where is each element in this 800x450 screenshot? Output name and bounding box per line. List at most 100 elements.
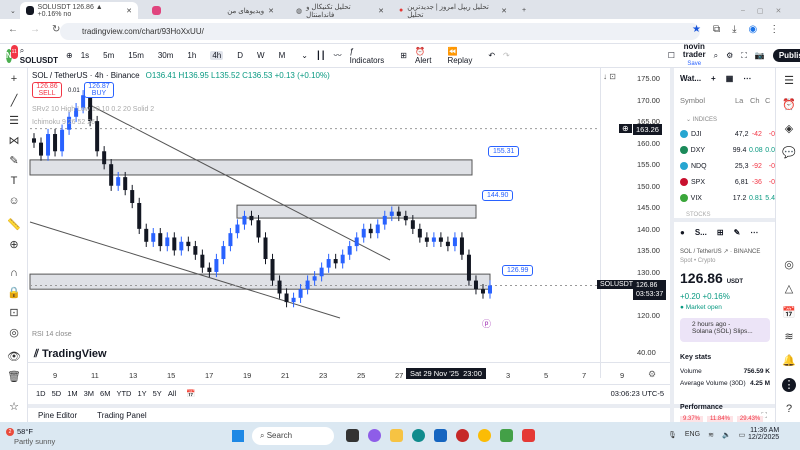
apps-grid-icon[interactable]: ⋮ bbox=[782, 378, 796, 392]
level-label[interactable]: 144.90 bbox=[482, 190, 514, 201]
event-icon[interactable]: ⓟ bbox=[482, 319, 492, 329]
range-YTD[interactable]: YTD bbox=[116, 389, 132, 398]
fullscreen-icon[interactable]: ⛶ bbox=[741, 50, 747, 60]
more-icon[interactable]: ⋯ bbox=[743, 74, 752, 83]
watchlist-row[interactable]: VIX 17.2 0.81 5.4 bbox=[680, 194, 775, 202]
watchlist-title[interactable]: Wat... bbox=[680, 74, 702, 83]
chart-pane[interactable]: SOL / TetherUS · 4h · Binance O136.41 H1… bbox=[28, 68, 600, 362]
window-controls[interactable]: – ▢ ✕ bbox=[735, 2, 787, 19]
alarm-clock-icon[interactable]: ⏰ bbox=[782, 99, 796, 111]
pattern-icon[interactable]: ⋈ bbox=[8, 135, 20, 147]
compare-icon[interactable]: ⊕ bbox=[66, 51, 73, 60]
sell-button[interactable]: 126.86 SELL bbox=[32, 82, 62, 98]
publish-button[interactable]: Publish bbox=[772, 49, 800, 62]
lock-icon[interactable]: ⊡ bbox=[9, 307, 19, 319]
language[interactable]: ENG bbox=[684, 431, 701, 438]
interval-D[interactable]: D bbox=[237, 51, 244, 60]
close-icon[interactable]: ✕ bbox=[378, 7, 384, 15]
indicator-rsi[interactable]: RSI 14 close bbox=[32, 331, 72, 338]
axis-settings-icon[interactable]: ⚙ bbox=[648, 369, 657, 379]
target-icon[interactable]: ◎ bbox=[784, 259, 794, 271]
star-icon[interactable]: ☆ bbox=[9, 401, 19, 413]
camtasia-green-icon[interactable] bbox=[500, 429, 513, 442]
extensions-icon[interactable]: ⧉ bbox=[712, 24, 721, 35]
range-6M[interactable]: 6M bbox=[100, 389, 111, 398]
minimize-icon[interactable]: – bbox=[741, 7, 745, 14]
interval-W[interactable]: W bbox=[257, 51, 265, 60]
col-last[interactable]: La bbox=[735, 96, 744, 105]
edit-icon[interactable]: ✎ bbox=[733, 228, 741, 237]
url-input[interactable]: tradingview.com/chart/93HoXxUU/ bbox=[60, 23, 700, 40]
interval-15m[interactable]: 15m bbox=[128, 51, 144, 60]
emoji-icon[interactable]: ☺ bbox=[8, 195, 20, 207]
tab-app[interactable] bbox=[146, 2, 167, 19]
file-explorer-icon[interactable] bbox=[390, 429, 403, 442]
settings-icon[interactable]: ⚙ bbox=[726, 51, 734, 60]
interval-M[interactable]: M bbox=[278, 51, 286, 60]
replay-button[interactable]: ⏪ Replay bbox=[447, 47, 480, 65]
section-indices[interactable]: ⌄ INDICES bbox=[686, 117, 718, 123]
more-icon[interactable]: ⋯ bbox=[750, 228, 759, 237]
interval-4h[interactable]: 4h bbox=[210, 51, 224, 60]
news-card[interactable]: 2 hours ago - Solana (SOL) Slips... bbox=[680, 318, 770, 342]
crosshair-icon[interactable]: + bbox=[10, 73, 18, 85]
notifications-icon[interactable]: 🔔 bbox=[782, 355, 796, 367]
watchlist-icon[interactable]: ☰ bbox=[784, 75, 794, 87]
templates-icon[interactable]: ⊞ bbox=[400, 51, 407, 60]
range-5D[interactable]: 5D bbox=[51, 389, 62, 398]
text-icon[interactable]: T bbox=[10, 175, 18, 187]
tab-tradingview[interactable]: SOLUSDT 126.86 ▲ +0.16% no ✕ bbox=[20, 2, 138, 19]
goto-date-icon[interactable]: 📅 bbox=[186, 389, 196, 398]
edge-icon[interactable] bbox=[412, 429, 425, 442]
watchlist-row[interactable]: NDQ 25,3 -92 -0 bbox=[680, 162, 775, 170]
col-change[interactable]: Ch bbox=[750, 96, 760, 105]
maximize-icon[interactable]: ▢ bbox=[756, 7, 764, 15]
tab-videos[interactable]: ویدیوهای من ✕ bbox=[200, 2, 280, 19]
layout-name-button[interactable]: novin trader Save bbox=[683, 43, 706, 68]
indicators-button[interactable]: ƒ Indicators bbox=[350, 47, 393, 65]
layers-icon[interactable]: ◈ bbox=[784, 123, 794, 135]
advanced-view-icon[interactable]: ▦ bbox=[725, 74, 734, 83]
quick-search-icon[interactable]: ⌕ bbox=[713, 50, 719, 60]
zoom-in-icon[interactable]: ⊕ bbox=[9, 239, 19, 251]
mic-icon[interactable]: 🎙 bbox=[668, 432, 677, 439]
indicator-srv2[interactable]: SRv2 10 High Low 10 10 0.2 20 Solid 2 bbox=[32, 106, 155, 113]
camera-icon[interactable]: 📷 bbox=[754, 51, 765, 60]
volume-icon[interactable]: 🔈 bbox=[721, 432, 731, 439]
forward-icon[interactable]: → bbox=[30, 24, 40, 35]
close-icon[interactable]: ✕ bbox=[126, 7, 132, 15]
reload-icon[interactable]: ↻ bbox=[52, 24, 61, 35]
trendline-icon[interactable]: ╱ bbox=[10, 95, 18, 107]
help-icon[interactable]: ? bbox=[785, 403, 793, 415]
maximize-pane-icon[interactable]: ⊡ bbox=[609, 72, 616, 81]
streams-icon[interactable]: ≋ bbox=[784, 331, 794, 343]
level-label[interactable]: 126.99 bbox=[502, 265, 534, 276]
grid-icon[interactable]: ⊞ bbox=[716, 228, 724, 237]
tab-analysis[interactable]: ◍ تحلیل تکنیکال و فاندامنتال ✕ bbox=[290, 2, 390, 19]
calendar-icon[interactable]: 📅 bbox=[782, 307, 796, 319]
close-icon[interactable]: ✕ bbox=[268, 7, 274, 15]
weather-widget[interactable]: 2 58°F bbox=[6, 427, 102, 436]
pinterest-icon[interactable] bbox=[456, 429, 469, 442]
start-icon[interactable] bbox=[232, 430, 244, 442]
fib-icon[interactable]: ☰ bbox=[9, 115, 19, 127]
store-icon[interactable] bbox=[434, 429, 447, 442]
buy-button[interactable]: 126.87 BUY bbox=[84, 82, 114, 98]
add-alert-icon[interactable]: ⊕ bbox=[619, 123, 632, 133]
bookmark-star-icon[interactable]: ★ bbox=[692, 24, 701, 35]
range-1M[interactable]: 1M bbox=[67, 389, 78, 398]
chrome-icon[interactable] bbox=[478, 429, 491, 442]
range-All[interactable]: All bbox=[167, 389, 177, 398]
ruler-icon[interactable]: 📏 bbox=[7, 219, 21, 231]
undo-icon[interactable]: ↶ bbox=[488, 51, 496, 60]
alert-button[interactable]: ⏰ Alert bbox=[415, 47, 439, 65]
copilot-icon[interactable] bbox=[368, 429, 381, 442]
interval-1s[interactable]: 1s bbox=[80, 51, 90, 60]
camtasia-red-icon[interactable] bbox=[522, 429, 535, 442]
interval-dropdown-icon[interactable]: ⌄ bbox=[301, 51, 308, 60]
close-icon[interactable]: ✕ bbox=[501, 7, 507, 15]
tab-search-button[interactable]: ⌄ bbox=[10, 7, 16, 15]
trading-panel-tab[interactable]: Trading Panel bbox=[97, 410, 147, 420]
range-5Y[interactable]: 5Y bbox=[152, 389, 162, 398]
avatar[interactable]: N 11 bbox=[6, 44, 18, 63]
